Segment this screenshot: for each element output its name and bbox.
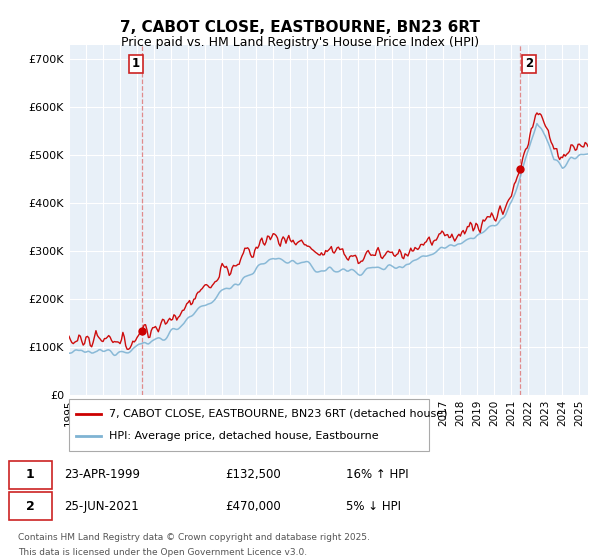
Text: HPI: Average price, detached house, Eastbourne: HPI: Average price, detached house, East… [109,431,378,441]
Text: £470,000: £470,000 [225,500,281,512]
FancyBboxPatch shape [9,492,52,520]
Text: 25-JUN-2021: 25-JUN-2021 [64,500,139,512]
Text: 5% ↓ HPI: 5% ↓ HPI [346,500,401,512]
Text: 1: 1 [131,58,140,71]
Text: Contains HM Land Registry data © Crown copyright and database right 2025.: Contains HM Land Registry data © Crown c… [18,533,370,542]
Text: Price paid vs. HM Land Registry's House Price Index (HPI): Price paid vs. HM Land Registry's House … [121,36,479,49]
Text: 23-APR-1999: 23-APR-1999 [64,468,140,481]
Text: 7, CABOT CLOSE, EASTBOURNE, BN23 6RT: 7, CABOT CLOSE, EASTBOURNE, BN23 6RT [120,20,480,35]
Text: 1: 1 [26,468,35,481]
Text: 2: 2 [525,58,533,71]
FancyBboxPatch shape [9,460,52,488]
Text: 16% ↑ HPI: 16% ↑ HPI [346,468,409,481]
Text: 2: 2 [26,500,35,512]
Text: This data is licensed under the Open Government Licence v3.0.: This data is licensed under the Open Gov… [18,548,307,557]
Text: 7, CABOT CLOSE, EASTBOURNE, BN23 6RT (detached house): 7, CABOT CLOSE, EASTBOURNE, BN23 6RT (de… [109,409,447,419]
Text: £132,500: £132,500 [225,468,281,481]
FancyBboxPatch shape [69,399,429,451]
